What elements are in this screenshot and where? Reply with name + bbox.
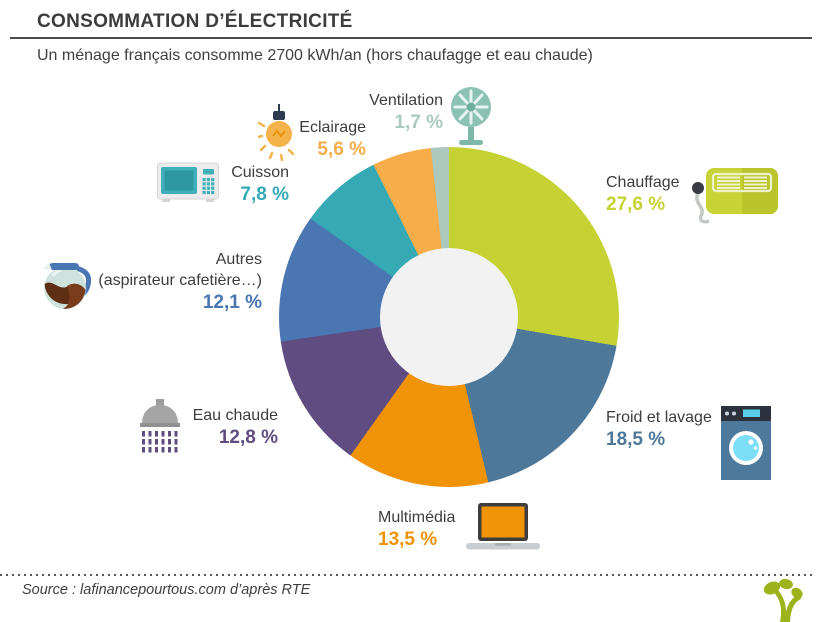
segment-name: Froid et lavage	[606, 409, 712, 426]
segment-name: Ventilation	[369, 92, 443, 109]
laptop-icon	[466, 503, 540, 551]
segment-value: 1,7 %	[394, 112, 443, 133]
source-text: Source : lafinancepourtous.com d’après R…	[22, 582, 311, 598]
lightbulb-icon	[256, 104, 298, 162]
washing-machine-icon	[721, 406, 771, 480]
label-eclairage: Eclairage 5,6 %	[299, 117, 366, 162]
label-froid-et-lavage: Froid et lavage 18,5 %	[606, 407, 712, 452]
segment-name: Eau chaude	[192, 407, 278, 424]
label-ventilation: Ventilation 1,7 %	[369, 90, 443, 135]
radiator-icon	[690, 166, 780, 224]
footer-dotted-rule	[0, 574, 812, 576]
segment-value: 12,1 %	[202, 292, 262, 313]
label-eau-chaude: Eau chaude 12,8 %	[193, 405, 278, 450]
segment-subname: (aspirateur cafetière…)	[98, 272, 262, 289]
segment-name: Cuisson	[231, 164, 289, 181]
label-autres: Autres (aspirateur cafetière…) 12,1 %	[98, 249, 262, 315]
label-multimedia: Multimédia 13,5 %	[378, 507, 455, 552]
title-rule	[10, 37, 812, 39]
donut-hole	[380, 248, 518, 386]
segment-name: Chauffage	[606, 174, 680, 191]
segment-value: 27,6 %	[606, 194, 666, 215]
fan-icon	[449, 86, 493, 148]
tree-logo	[762, 578, 804, 622]
microwave-icon	[157, 161, 219, 205]
page-title: CONSOMMATION D’ÉLECTRICITÉ	[37, 11, 353, 32]
page-subtitle: Un ménage français consomme 2700 kWh/an …	[37, 47, 593, 64]
segment-name: Autres	[215, 251, 262, 268]
label-cuisson: Cuisson 7,8 %	[231, 162, 289, 207]
donut-chart	[279, 147, 619, 487]
segment-value: 13,5 %	[378, 529, 438, 550]
segment-value: 5,6 %	[317, 139, 366, 160]
shower-icon	[140, 399, 180, 455]
label-chauffage: Chauffage 27,6 %	[606, 172, 680, 217]
segment-name: Multimédia	[378, 509, 456, 526]
coffee-pot-icon	[43, 253, 92, 311]
segment-value: 12,8 %	[218, 427, 278, 448]
segment-value: 7,8 %	[240, 184, 289, 205]
segment-name: Eclairage	[299, 119, 366, 136]
segment-value: 18,5 %	[606, 429, 666, 450]
